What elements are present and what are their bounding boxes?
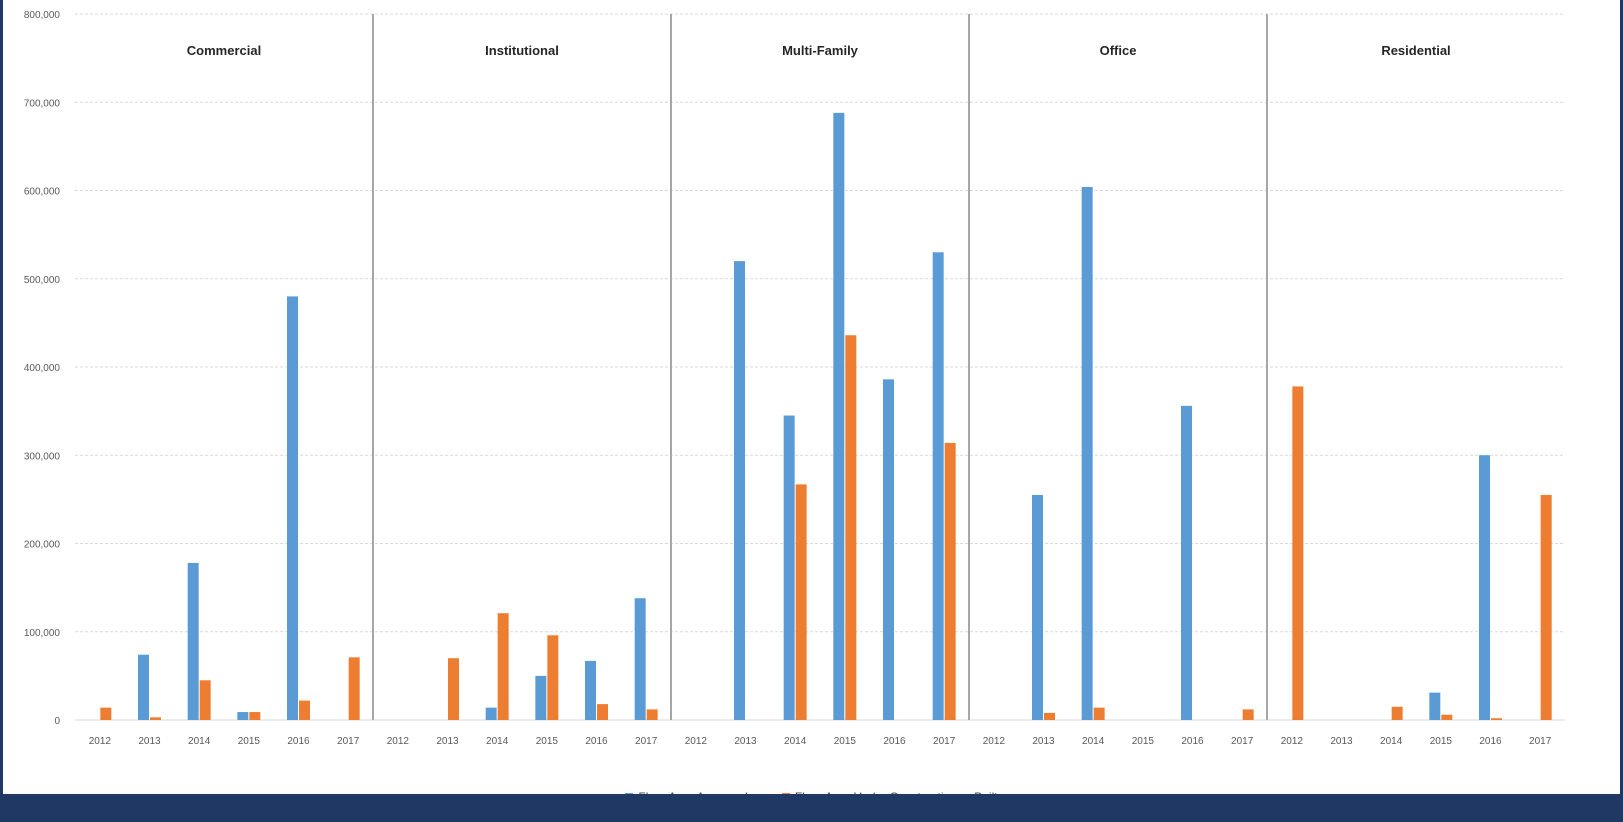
bar-built [497, 613, 509, 720]
panel-title-residential: Residential [1381, 43, 1450, 58]
bar-built [1292, 386, 1304, 720]
bar-built [1044, 712, 1055, 720]
bar-approved [833, 112, 845, 721]
x-tick-label: 2015 [1430, 736, 1453, 747]
bar-approved [585, 660, 596, 720]
x-tick-label: 2012 [89, 736, 112, 747]
bar-approved [1429, 692, 1441, 720]
panel-title-commercial: Commercial [187, 43, 261, 58]
x-tick-label: 2014 [1082, 736, 1105, 747]
y-tick-label: 600,000 [24, 187, 61, 198]
x-tick-label: 2016 [883, 736, 906, 747]
frame-left-border [0, 0, 3, 822]
x-tick-label: 2016 [585, 736, 608, 747]
bar-built [348, 657, 360, 720]
bar-built [1441, 714, 1453, 720]
y-tick-label: 400,000 [24, 363, 61, 374]
bar-approved [485, 707, 497, 720]
x-tick-label: 2013 [1330, 736, 1353, 747]
y-tick-label: 300,000 [24, 451, 61, 462]
x-tick-label: 2016 [1479, 736, 1502, 747]
bar-approved [1081, 186, 1093, 721]
y-tick-label: 100,000 [24, 628, 61, 639]
y-tick-label: 700,000 [24, 98, 61, 109]
bar-built [1491, 718, 1502, 720]
x-tick-label: 2015 [238, 736, 261, 747]
x-tick-label: 2013 [436, 736, 459, 747]
bar-built [547, 635, 559, 720]
bar-built [795, 484, 807, 720]
bar-approved [883, 379, 894, 720]
y-tick-label: 800,000 [24, 10, 61, 21]
x-tick-label: 2017 [933, 736, 956, 747]
x-tick-label: 2016 [287, 736, 310, 747]
bar-built [249, 712, 261, 720]
bar-built [646, 709, 658, 720]
bar-built [1540, 494, 1552, 720]
bar-approved [634, 598, 646, 720]
x-tick-label: 2014 [784, 736, 807, 747]
x-tick-label: 2013 [138, 736, 161, 747]
bar-built [1242, 709, 1254, 720]
x-tick-label: 2017 [1231, 736, 1254, 747]
y-tick-label: 200,000 [24, 540, 61, 551]
x-tick-label: 2017 [1529, 736, 1552, 747]
bar-approved [237, 712, 249, 720]
x-tick-label: 2017 [337, 736, 360, 747]
x-tick-label: 2017 [635, 736, 658, 747]
x-tick-label: 2013 [1032, 736, 1055, 747]
bar-approved [1479, 455, 1490, 720]
bar-approved [138, 654, 149, 720]
bar-approved [287, 296, 298, 720]
x-tick-label: 2016 [1181, 736, 1204, 747]
x-tick-label: 2015 [536, 736, 559, 747]
bar-built [299, 700, 310, 720]
x-tick-label: 2014 [486, 736, 509, 747]
frame-right-border [1620, 0, 1623, 822]
bar-approved [932, 252, 944, 720]
bar-approved [535, 675, 547, 720]
x-tick-label: 2012 [685, 736, 708, 747]
bar-approved [734, 261, 745, 720]
x-tick-label: 2012 [1281, 736, 1304, 747]
x-tick-label: 2014 [188, 736, 211, 747]
x-tick-label: 2012 [983, 736, 1006, 747]
bar-built [150, 717, 161, 720]
y-tick-label: 0 [54, 716, 60, 727]
bar-built [597, 704, 608, 720]
bar-built [944, 442, 956, 720]
panel-title-multi-family: Multi-Family [782, 43, 859, 58]
bar-built [845, 335, 857, 720]
x-tick-label: 2015 [1132, 736, 1155, 747]
bar-approved [1181, 405, 1192, 720]
x-tick-label: 2014 [1380, 736, 1403, 747]
bar-built [199, 680, 211, 720]
y-tick-label: 500,000 [24, 275, 61, 286]
bar-approved [783, 415, 795, 720]
panel-title-institutional: Institutional [485, 43, 559, 58]
bar-approved [187, 562, 199, 720]
frame-bottom-border [0, 794, 1623, 822]
panel-title-office: Office [1100, 43, 1137, 58]
x-tick-label: 2012 [387, 736, 410, 747]
bar-built [448, 658, 459, 720]
x-tick-label: 2013 [734, 736, 757, 747]
bar-built [1391, 706, 1403, 720]
bar-built [100, 707, 112, 720]
x-tick-label: 2015 [834, 736, 857, 747]
bar-built [1093, 707, 1105, 720]
bar-approved [1032, 494, 1043, 720]
